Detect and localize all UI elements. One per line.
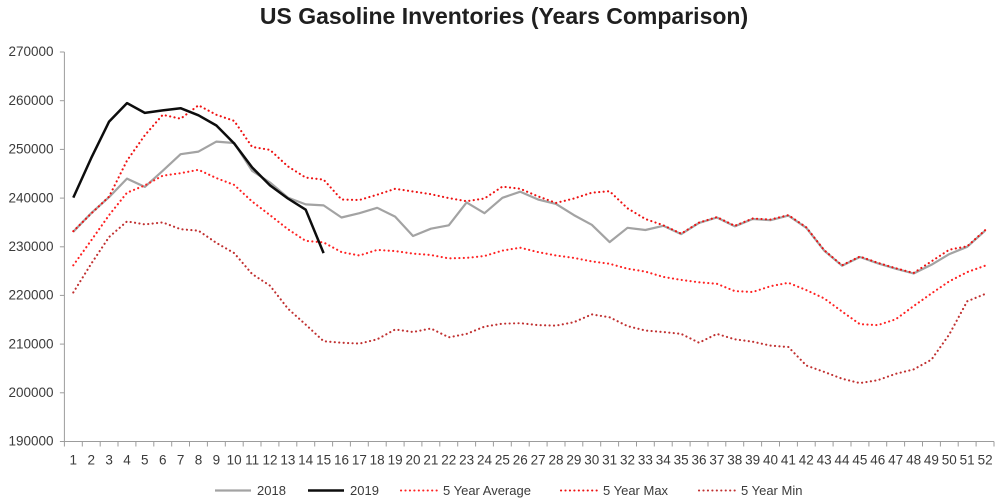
svg-text:260000: 260000 [8,93,53,108]
svg-text:39: 39 [745,453,760,468]
svg-text:24: 24 [477,453,493,468]
svg-text:3: 3 [105,453,113,468]
svg-text:6: 6 [159,453,167,468]
svg-text:270000: 270000 [8,44,53,59]
svg-text:210000: 210000 [8,336,53,351]
svg-text:40: 40 [763,453,778,468]
svg-text:220000: 220000 [8,288,53,303]
svg-text:30: 30 [584,453,599,468]
svg-text:2: 2 [87,453,95,468]
svg-text:5: 5 [141,453,149,468]
svg-text:15: 15 [316,453,331,468]
svg-text:45: 45 [852,453,867,468]
svg-text:2019: 2019 [350,483,379,498]
svg-text:42: 42 [799,453,814,468]
svg-text:250000: 250000 [8,142,53,157]
svg-text:5 Year Min: 5 Year Min [741,483,802,498]
svg-text:5 Year Max: 5 Year Max [603,483,669,498]
svg-text:13: 13 [280,453,295,468]
svg-text:28: 28 [548,453,563,468]
svg-text:37: 37 [709,453,724,468]
svg-text:34: 34 [656,453,672,468]
svg-text:5 Year Average: 5 Year Average [443,483,531,498]
svg-text:32: 32 [620,453,635,468]
svg-text:19: 19 [388,453,403,468]
svg-text:21: 21 [423,453,438,468]
svg-text:25: 25 [495,453,510,468]
svg-text:2018: 2018 [257,483,286,498]
svg-text:44: 44 [834,453,850,468]
svg-text:8: 8 [195,453,203,468]
svg-text:23: 23 [459,453,474,468]
svg-text:4: 4 [123,453,131,468]
svg-text:200000: 200000 [8,385,53,400]
svg-text:10: 10 [227,453,242,468]
svg-text:47: 47 [888,453,903,468]
svg-text:7: 7 [177,453,185,468]
svg-text:35: 35 [674,453,689,468]
svg-text:18: 18 [370,453,385,468]
svg-text:14: 14 [298,453,314,468]
svg-text:48: 48 [906,453,921,468]
svg-text:49: 49 [924,453,939,468]
svg-text:1: 1 [70,453,78,468]
svg-text:20: 20 [405,453,420,468]
svg-text:27: 27 [531,453,546,468]
svg-text:26: 26 [513,453,528,468]
svg-text:43: 43 [817,453,832,468]
svg-text:22: 22 [441,453,456,468]
svg-text:51: 51 [960,453,975,468]
svg-text:52: 52 [978,453,993,468]
svg-text:240000: 240000 [8,190,53,205]
svg-text:46: 46 [870,453,885,468]
svg-text:230000: 230000 [8,239,53,254]
svg-text:29: 29 [566,453,581,468]
svg-text:50: 50 [942,453,957,468]
svg-text:17: 17 [352,453,367,468]
svg-text:38: 38 [727,453,742,468]
svg-text:US Gasoline Inventories (Years: US Gasoline Inventories (Years Compariso… [260,3,748,29]
svg-text:11: 11 [245,453,259,468]
svg-text:16: 16 [334,453,349,468]
svg-text:31: 31 [602,453,617,468]
svg-text:41: 41 [781,453,796,468]
svg-text:190000: 190000 [8,434,53,449]
svg-text:33: 33 [638,453,653,468]
svg-text:12: 12 [262,453,277,468]
svg-text:36: 36 [691,453,706,468]
svg-text:9: 9 [213,453,221,468]
